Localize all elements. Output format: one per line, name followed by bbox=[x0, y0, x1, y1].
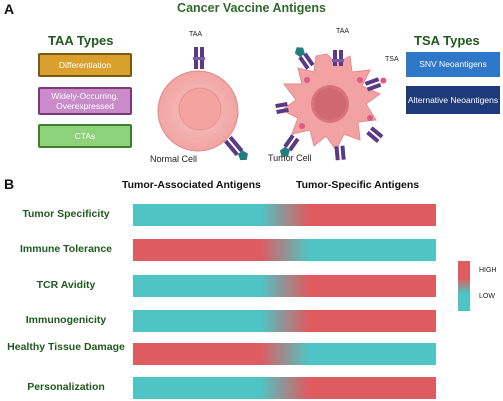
row-label: Immunogenicity bbox=[25, 314, 107, 326]
comparison-bar bbox=[133, 310, 436, 332]
legend-low-label: LOW bbox=[479, 293, 495, 300]
legend-color-scale bbox=[458, 261, 470, 311]
tumor-cell-tsa-label: TSA bbox=[385, 56, 399, 63]
normal-cell-illustration bbox=[157, 47, 248, 161]
row-label: TCR Avidity bbox=[36, 279, 96, 291]
receptor-icon bbox=[275, 102, 289, 114]
row-label: Healthy Tissue Damage bbox=[7, 341, 125, 353]
normal-cell-label: Normal Cell bbox=[150, 154, 198, 164]
col-header-taa: Tumor-Associated Antigens bbox=[122, 179, 261, 191]
normal-cell-taa-label: TAA bbox=[189, 31, 203, 38]
panel-b-letter: B bbox=[4, 176, 15, 192]
tsa-receptor-icon bbox=[364, 77, 387, 92]
figure-title: Cancer Vaccine Antigens bbox=[177, 1, 326, 15]
taa-types-heading: TAA Types bbox=[48, 33, 114, 48]
col-header-tsa: Tumor-Specific Antigens bbox=[296, 179, 420, 191]
taa-receptor-icon bbox=[224, 135, 248, 161]
legend-high-label: HIGH bbox=[479, 267, 497, 274]
comparison-bar bbox=[133, 343, 436, 365]
tumor-cell-label: Tumor Cell bbox=[268, 153, 312, 163]
taa-type-differentiation: Differentiation bbox=[38, 53, 132, 77]
receptor-icon bbox=[294, 47, 315, 70]
row-label: Tumor Specificity bbox=[22, 208, 110, 220]
tumor-cell-illustration bbox=[275, 47, 387, 161]
receptor-icon bbox=[279, 134, 300, 157]
comparison-bar bbox=[133, 275, 436, 297]
row-label: Immune Tolerance bbox=[20, 243, 112, 255]
tsa-type-snv: SNV Neoantigens bbox=[406, 52, 500, 77]
receptor-icon bbox=[334, 145, 346, 161]
taa-type-overexpressed: Widely-Occurring, Overexpressed bbox=[38, 87, 132, 115]
tumor-cell-taa-label: TAA bbox=[336, 28, 350, 35]
taa-receptor-icon bbox=[193, 47, 205, 69]
comparison-bar bbox=[133, 377, 436, 399]
panel-a-letter: A bbox=[4, 1, 15, 17]
tsa-types-heading: TSA Types bbox=[414, 33, 480, 48]
tsa-type-alternative: Alternative Neoantigens bbox=[406, 86, 500, 114]
receptor-icon bbox=[366, 126, 384, 143]
row-label: Personalization bbox=[27, 381, 105, 393]
taa-type-ctas: CTAs bbox=[38, 124, 132, 148]
comparison-bar bbox=[133, 204, 436, 226]
comparison-bar bbox=[133, 239, 436, 261]
taa-receptor-icon bbox=[332, 50, 344, 66]
